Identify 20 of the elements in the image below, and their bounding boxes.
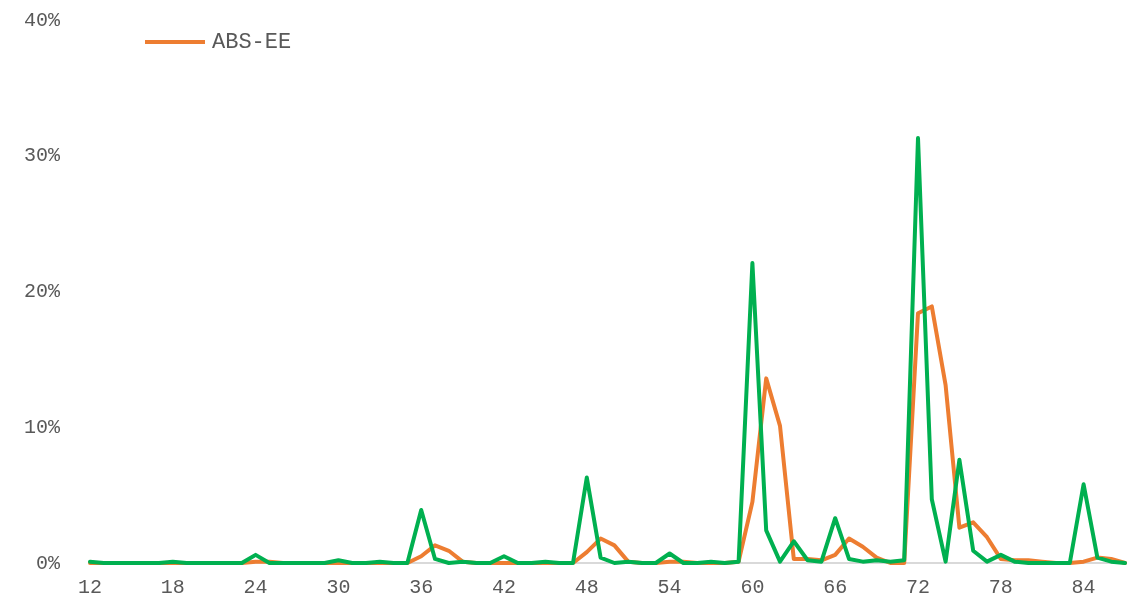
- x-tick-label: 60: [740, 575, 765, 599]
- y-tick-label: 0%: [35, 551, 61, 575]
- x-tick-label: 42: [491, 575, 517, 599]
- legend-label: ABS-EE: [212, 29, 292, 55]
- x-tick-label: 48: [574, 575, 599, 599]
- x-tick-label: 84: [1071, 575, 1096, 599]
- y-tick-label: 10%: [23, 415, 61, 439]
- line-series: [88, 136, 1127, 565]
- y-tick-label: 30%: [23, 144, 61, 168]
- x-tick-label: 24: [243, 575, 268, 599]
- x-tick-label: 12: [77, 575, 103, 599]
- x-tick-label: 18: [160, 575, 185, 599]
- y-tick-label: 40%: [23, 8, 61, 32]
- x-tick-label: 78: [988, 575, 1013, 599]
- x-tick-label: 66: [823, 575, 848, 599]
- x-tick-label: 30: [326, 575, 351, 599]
- y-tick-label: 20%: [23, 280, 61, 303]
- x-tick-label: 72: [905, 575, 931, 599]
- x-tick-label: 54: [657, 575, 682, 599]
- x-tick-label: 36: [409, 575, 434, 599]
